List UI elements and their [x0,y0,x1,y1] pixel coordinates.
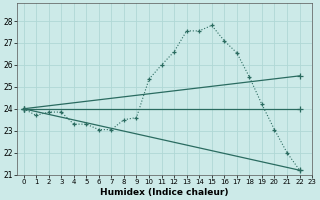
X-axis label: Humidex (Indice chaleur): Humidex (Indice chaleur) [100,188,229,197]
